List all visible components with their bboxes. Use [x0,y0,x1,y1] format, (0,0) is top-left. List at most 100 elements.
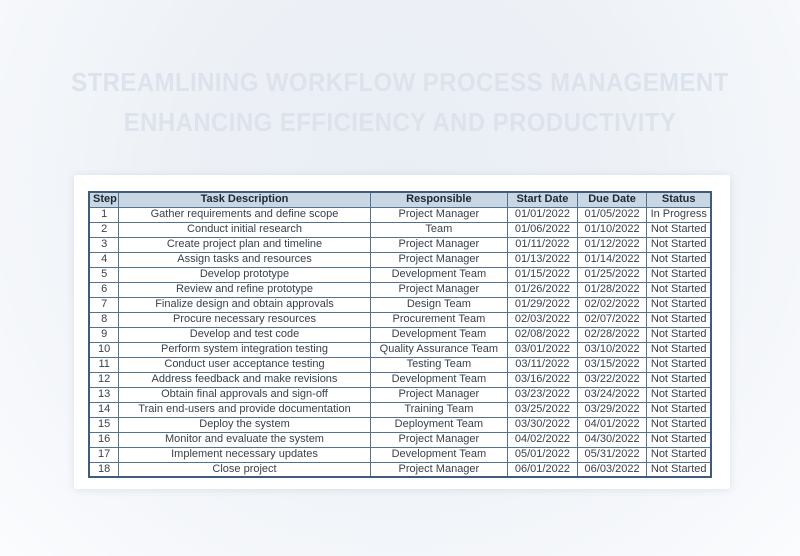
table-row: 2 Conduct initial research Team 01/06/2022 0… [88,221,712,238]
table-cell: 01/26/2022 [507,281,578,298]
table-cell: Develop and test code [118,326,371,343]
table-cell: Deployment Team [369,416,509,433]
table-cell: Team [369,221,509,238]
table-cell: 01/01/2022 [507,206,578,223]
table-row: 14 Train end-users and provide documentat… [88,401,712,418]
table-cell: Not Started [646,281,712,298]
table-row: 18 Close project Project Manager 06/01/2022… [88,461,712,478]
table-cell: Training Team [369,401,509,418]
table-cell: Not Started [646,221,712,238]
page-title-line-2: ENHANCING EFFICIENCY AND PRODUCTIVITY [123,107,677,137]
table-cell: 03/23/2022 [507,386,578,403]
table-cell: Not Started [646,296,712,313]
table-cell: 01/14/2022 [576,251,648,268]
table-row: 17 Implement necessary updates Development… [88,446,712,463]
table-cell: Train end-users and provide documentatio… [118,401,371,418]
column-header: Status [646,191,712,208]
table-cell: Testing Team [369,356,509,373]
table-cell: 03/15/2022 [576,356,648,373]
table-row: 11 Conduct user acceptance testing Testing… [88,356,712,373]
table-cell: Not Started [646,236,712,253]
table-row: 12 Address feedback and make revisions Dev… [88,371,712,388]
table-cell: 02/08/2022 [507,326,578,343]
table-cell: Not Started [646,446,712,463]
table-cell: 02/02/2022 [576,296,648,313]
table-cell: 01/10/2022 [576,221,648,238]
table-cell: Conduct initial research [118,221,371,238]
table-cell: 06/03/2022 [576,461,648,478]
table-cell: Quality Assurance Team [369,341,509,358]
table-cell: Implement necessary updates [118,446,371,463]
table-cell: Development Team [369,446,509,463]
column-header: Task Description [118,191,371,208]
table-cell: Perform system integration testing [118,341,371,358]
table-cell: 4 [88,251,120,268]
table-cell: Gather requirements and define scope [118,206,371,223]
table-cell: 01/15/2022 [507,266,578,283]
table-cell: 03/30/2022 [507,416,578,433]
table-cell: Not Started [646,266,712,283]
table-cell: 14 [88,401,120,418]
table-cell: 13 [88,386,120,403]
table-cell: In Progress [646,206,712,223]
table-cell: Not Started [646,461,712,478]
table-cell: Development Team [369,371,509,388]
column-header: Responsible [369,191,509,208]
table-cell: Not Started [646,416,712,433]
table-row: 10 Perform system integration testing Qual… [88,341,712,358]
table-cell: 02/03/2022 [507,311,578,328]
table-cell: 03/22/2022 [576,371,648,388]
table-cell: Project Manager [369,251,509,268]
table-cell: Not Started [646,431,712,448]
table-cell: 15 [88,416,120,433]
table-cell: Design Team [369,296,509,313]
table-cell: 02/28/2022 [576,326,648,343]
table-cell: Project Manager [369,461,509,478]
table-cell: 01/28/2022 [576,281,648,298]
table-row: 4 Assign tasks and resources Project Manag… [88,251,712,268]
table-cell: 03/29/2022 [576,401,648,418]
table-cell: Project Manager [369,236,509,253]
table-row: 6 Review and refine prototype Project Mana… [88,281,712,298]
table-cell: 12 [88,371,120,388]
table-cell: Deploy the system [118,416,371,433]
table-cell: 18 [88,461,120,478]
table-head-row: Step Task Description Responsible Start Dat… [88,191,712,208]
table-cell: 03/25/2022 [507,401,578,418]
page-title-line-1: STREAMLINING WORKFLOW PROCESS MANAGEMENT [71,67,729,97]
table-cell: 1 [88,206,120,223]
table-cell: 5 [88,266,120,283]
table-cell: Finalize design and obtain approvals [118,296,371,313]
table-cell: Close project [118,461,371,478]
table-row: 5 Develop prototype Development Team 01/15/… [88,266,712,283]
table-body: 1 Gather requirements and define scope Pro… [88,206,712,478]
table-cell: 17 [88,446,120,463]
column-header: Start Date [507,191,578,208]
table-cell: Not Started [646,251,712,268]
table-cell: Project Manager [369,386,509,403]
table-cell: 04/01/2022 [576,416,648,433]
table-cell: Obtain final approvals and sign-off [118,386,371,403]
table-cell: 05/01/2022 [507,446,578,463]
table-row: 15 Deploy the system Deployment Team 03/30/… [88,416,712,433]
table-cell: Create project plan and timeline [118,236,371,253]
table-cell: 2 [88,221,120,238]
table-cell: 10 [88,341,120,358]
table-cell: 01/12/2022 [576,236,648,253]
table-cell: 05/31/2022 [576,446,648,463]
table-cell: 01/11/2022 [507,236,578,253]
table-cell: 11 [88,356,120,373]
workflow-table: Step Task Description Responsible Start Dat… [88,191,712,478]
table-cell: 03/24/2022 [576,386,648,403]
table-cell: Review and refine prototype [118,281,371,298]
page-title: STREAMLINING WORKFLOW PROCESS MANAGEMENT… [0,62,800,142]
table-cell: 02/07/2022 [576,311,648,328]
column-header: Step [88,191,120,208]
table-cell: Not Started [646,371,712,388]
table-row: 7 Finalize design and obtain approvals Des… [88,296,712,313]
column-header: Due Date [576,191,648,208]
table-cell: 7 [88,296,120,313]
table-cell: Develop prototype [118,266,371,283]
table-cell: Project Manager [369,206,509,223]
